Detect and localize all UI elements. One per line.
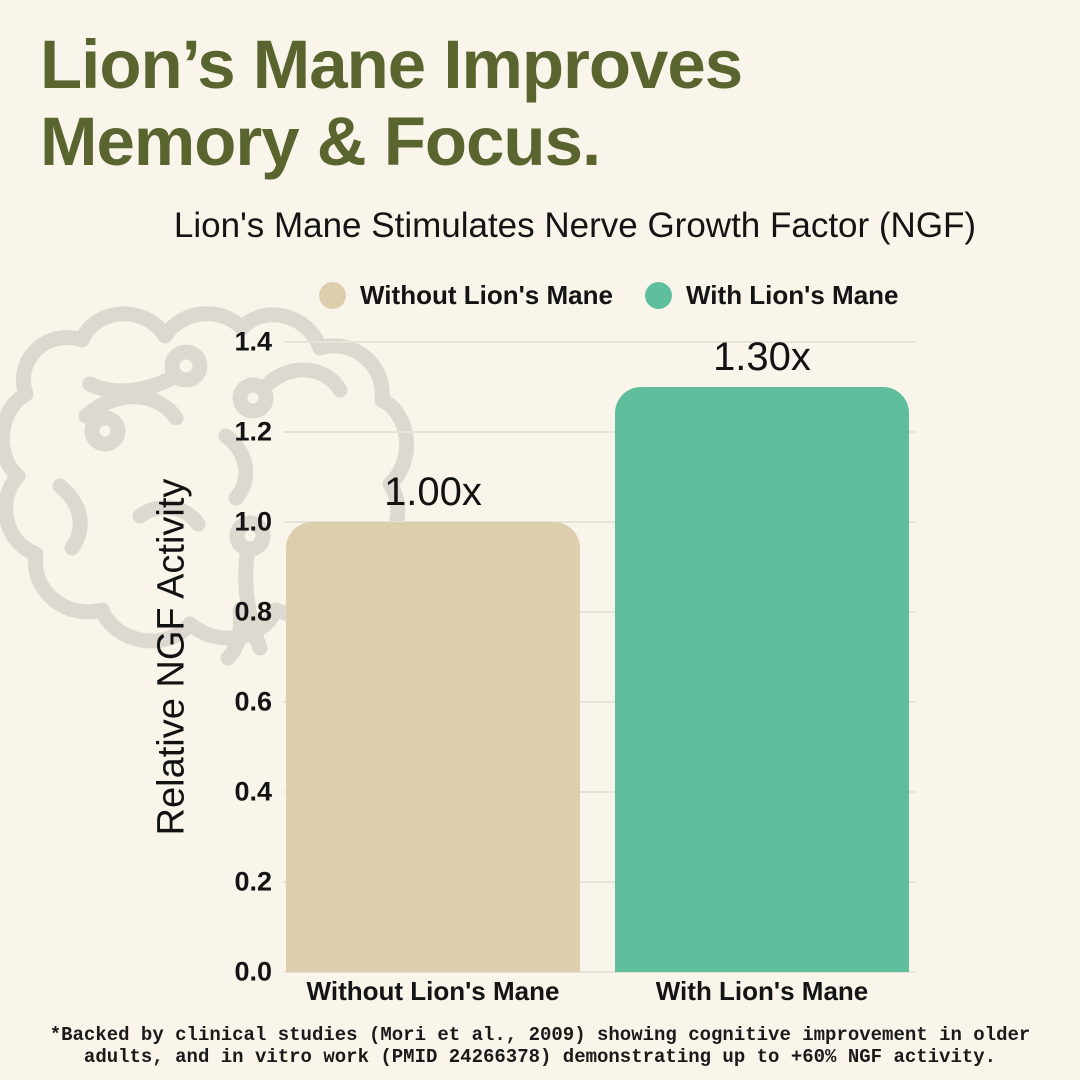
y-tick-label-0.6: 0.6	[234, 686, 272, 717]
chart-title: Lion's Mane Stimulates Nerve Growth Fact…	[173, 206, 977, 245]
y-tick-label-0.2: 0.2	[234, 866, 272, 897]
legend-label-without-lion-s-mane: Without Lion's Mane	[360, 280, 613, 310]
bar-value-label-without-lion-s-mane: 1.00x	[384, 470, 482, 514]
gridline-0.6	[284, 701, 915, 703]
gridline-1.0	[284, 521, 915, 523]
y-tick-label-1.4: 1.4	[234, 326, 272, 357]
footnote: *Backed by clinical studies (Mori et al.…	[0, 1024, 1080, 1068]
gridline-1.2	[284, 431, 915, 433]
y-tick-label-0.0: 0.0	[234, 956, 272, 987]
bar-without-lion-s-mane	[286, 522, 580, 972]
y-tick-label-1.0: 1.0	[234, 506, 272, 537]
y-tick-label-1.2: 1.2	[234, 416, 272, 447]
page-title: Lion’s Mane Improves Memory & Focus.	[40, 26, 743, 181]
brain-circuit-icon	[0, 266, 452, 680]
legend-item-with-lion-s-mane: With Lion's Mane	[645, 280, 899, 311]
legend-item-without-lion-s-mane: Without Lion's Mane	[319, 280, 613, 311]
legend-swatch-without-lion-s-mane	[319, 282, 346, 309]
gridline-0.8	[284, 611, 915, 613]
x-axis-label-with-lion-s-mane: With Lion's Mane	[655, 976, 869, 1006]
bar-with-lion-s-mane	[615, 387, 909, 972]
footnote-line-1: *Backed by clinical studies (Mori et al.…	[49, 1024, 1031, 1046]
page-title-line-1: Lion’s Mane Improves	[40, 26, 743, 103]
gridline-0.2	[284, 881, 915, 883]
y-tick-label-0.4: 0.4	[234, 776, 272, 807]
x-axis-label-without-lion-s-mane: Without Lion's Mane	[306, 976, 560, 1006]
bar-value-label-with-lion-s-mane: 1.30x	[713, 335, 811, 379]
gridline-0.0	[284, 971, 915, 973]
legend-swatch-with-lion-s-mane	[645, 282, 672, 309]
y-tick-label-0.8: 0.8	[234, 596, 272, 627]
legend-label-with-lion-s-mane: With Lion's Mane	[686, 280, 899, 310]
page-title-line-2: Memory & Focus.	[40, 103, 601, 181]
footnote-line-2: adults, and in vitro work (PMID 24266378…	[83, 1046, 997, 1068]
gridline-0.4	[284, 791, 915, 793]
gridline-1.4	[284, 341, 915, 343]
